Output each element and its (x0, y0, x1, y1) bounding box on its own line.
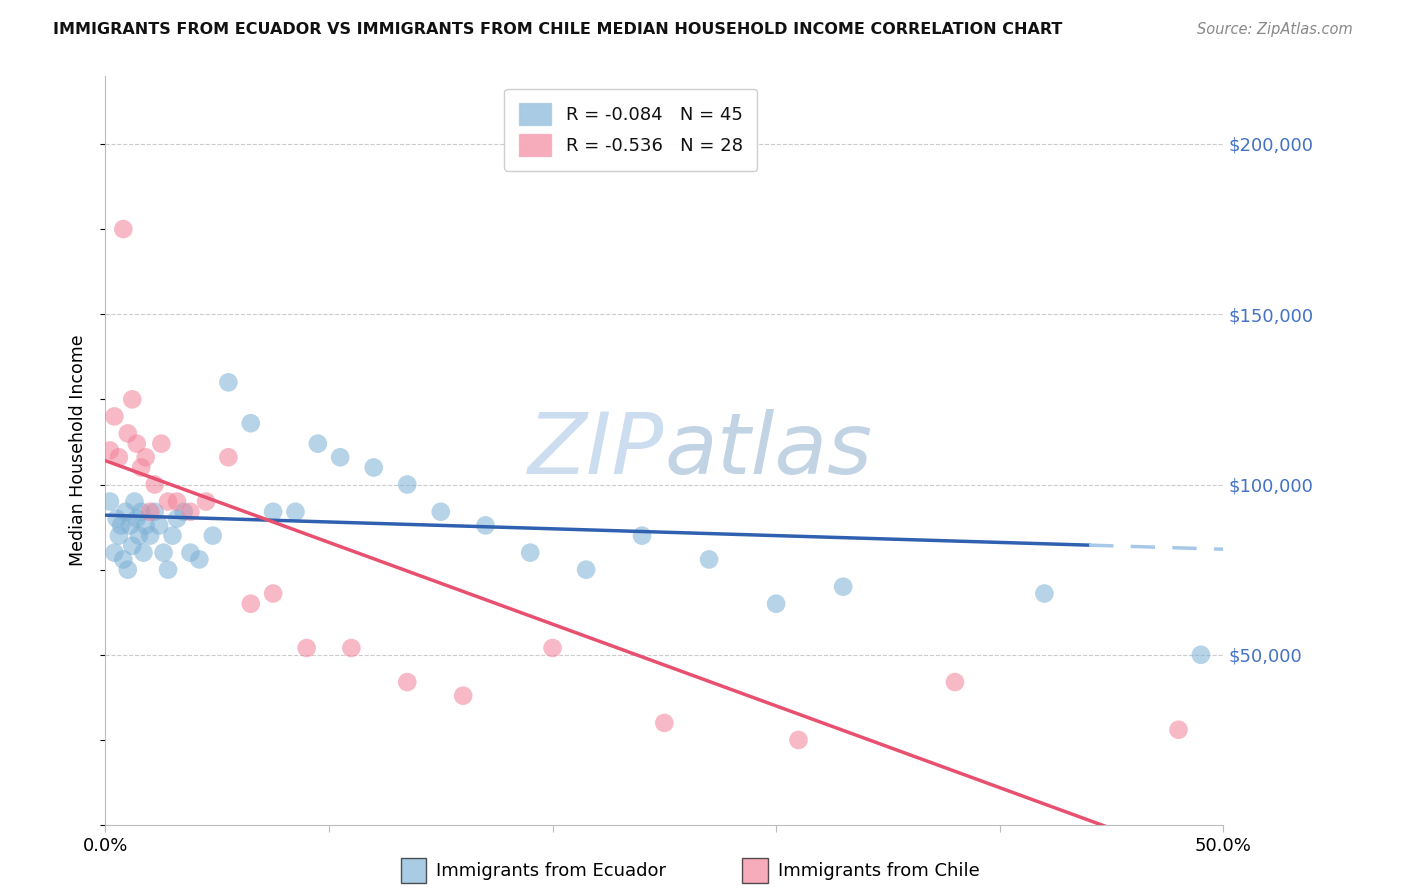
Point (143, 505, 166, 519)
Point (150, 436, 173, 450)
Point (112, 222, 135, 236)
Point (108, 450, 131, 465)
Point (396, 675, 419, 690)
Point (474, 518, 496, 533)
Point (125, 436, 148, 450)
Point (262, 586, 284, 600)
Point (148, 518, 170, 533)
Point (173, 505, 195, 519)
Y-axis label: Median Household Income: Median Household Income (69, 334, 87, 566)
Point (105, 511, 128, 525)
Point (132, 546, 155, 560)
Legend: R = -0.084   N = 45, R = -0.536   N = 28: R = -0.084 N = 45, R = -0.536 N = 28 (505, 88, 758, 170)
Text: Source: ZipAtlas.com: Source: ZipAtlas.com (1197, 22, 1353, 37)
Point (139, 505, 162, 519)
Point (519, 546, 541, 560)
Point (129, 460, 152, 475)
Point (787, 733, 810, 747)
Point (121, 392, 143, 407)
Point (157, 494, 180, 508)
Text: ZIP: ZIP (529, 409, 665, 492)
Point (239, 416, 262, 430)
Point (575, 563, 598, 577)
Point (262, 505, 284, 519)
Point (430, 505, 453, 519)
Point (1033, 586, 1056, 600)
Point (118, 518, 141, 533)
Point (541, 640, 564, 655)
Point (143, 477, 166, 491)
Point (152, 546, 174, 560)
Point (631, 528, 654, 542)
Point (340, 640, 363, 655)
Point (166, 511, 188, 525)
Point (195, 494, 218, 508)
Point (179, 505, 201, 519)
Point (201, 528, 224, 542)
Point (157, 563, 180, 577)
Point (129, 505, 152, 519)
Point (1167, 723, 1189, 737)
Point (179, 546, 201, 560)
Text: Immigrants from Chile: Immigrants from Chile (778, 862, 979, 880)
Point (124, 494, 146, 508)
Point (217, 450, 239, 465)
Point (307, 436, 329, 450)
Point (652, 715, 676, 730)
Point (188, 552, 211, 566)
Point (135, 518, 157, 533)
Point (162, 528, 184, 542)
Text: Immigrants from Ecuador: Immigrants from Ecuador (436, 862, 666, 880)
Point (765, 597, 787, 611)
Point (135, 450, 157, 465)
Point (117, 563, 139, 577)
Point (1189, 648, 1212, 662)
Point (451, 689, 474, 703)
Point (363, 460, 385, 475)
Point (295, 640, 318, 655)
Point (103, 546, 125, 560)
Point (943, 675, 966, 690)
Point (697, 552, 720, 566)
Point (98, 443, 121, 458)
Point (103, 409, 125, 424)
Point (125, 511, 148, 525)
Point (284, 505, 307, 519)
Point (139, 528, 162, 542)
Point (217, 376, 239, 390)
Point (108, 528, 131, 542)
Point (110, 518, 132, 533)
Point (239, 597, 262, 611)
Point (128, 528, 150, 542)
Point (98, 494, 121, 508)
Text: atlas: atlas (665, 409, 872, 492)
Point (166, 494, 188, 508)
Point (832, 580, 855, 594)
Text: IMMIGRANTS FROM ECUADOR VS IMMIGRANTS FROM CHILE MEDIAN HOUSEHOLD INCOME CORRELA: IMMIGRANTS FROM ECUADOR VS IMMIGRANTS FR… (53, 22, 1063, 37)
Point (396, 477, 419, 491)
Point (114, 505, 136, 519)
Point (117, 426, 139, 441)
Point (121, 539, 143, 553)
Point (329, 450, 352, 465)
Point (112, 552, 135, 566)
